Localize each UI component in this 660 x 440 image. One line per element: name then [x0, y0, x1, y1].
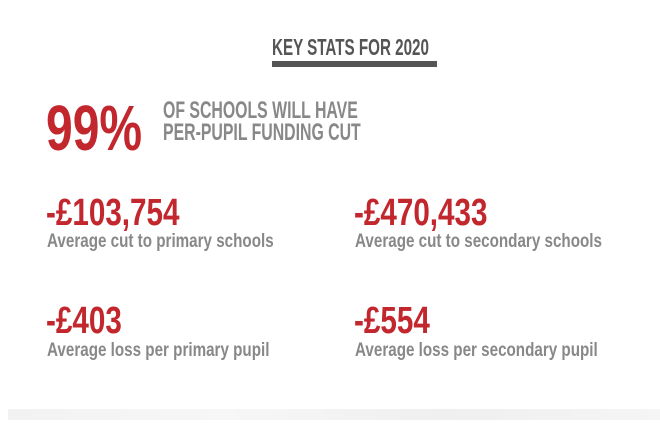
bottom-divider-strip: [8, 409, 660, 420]
stat-label-secondary-pupil: Average loss per secondary pupil: [355, 340, 598, 361]
stat-value-primary-pupil: -£403: [46, 300, 122, 342]
headline-text-line1: OF SCHOOLS WILL HAVE: [163, 97, 358, 124]
section-title: KEY STATS FOR 2020: [272, 34, 429, 60]
stat-label-primary-pupil: Average loss per primary pupil: [47, 340, 270, 361]
title-underline: [272, 61, 437, 67]
stat-value-secondary-pupil: -£554: [354, 300, 430, 342]
stat-value-primary-cut: -£103,754: [46, 192, 180, 234]
headline-percent: 99%: [46, 92, 143, 164]
stat-label-primary-cut: Average cut to primary schools: [47, 231, 274, 252]
headline-text-line2: PER-PUPIL FUNDING CUT: [163, 119, 361, 146]
stat-label-secondary-cut: Average cut to secondary schools: [355, 231, 602, 252]
stat-value-secondary-cut: -£470,433: [354, 192, 488, 234]
